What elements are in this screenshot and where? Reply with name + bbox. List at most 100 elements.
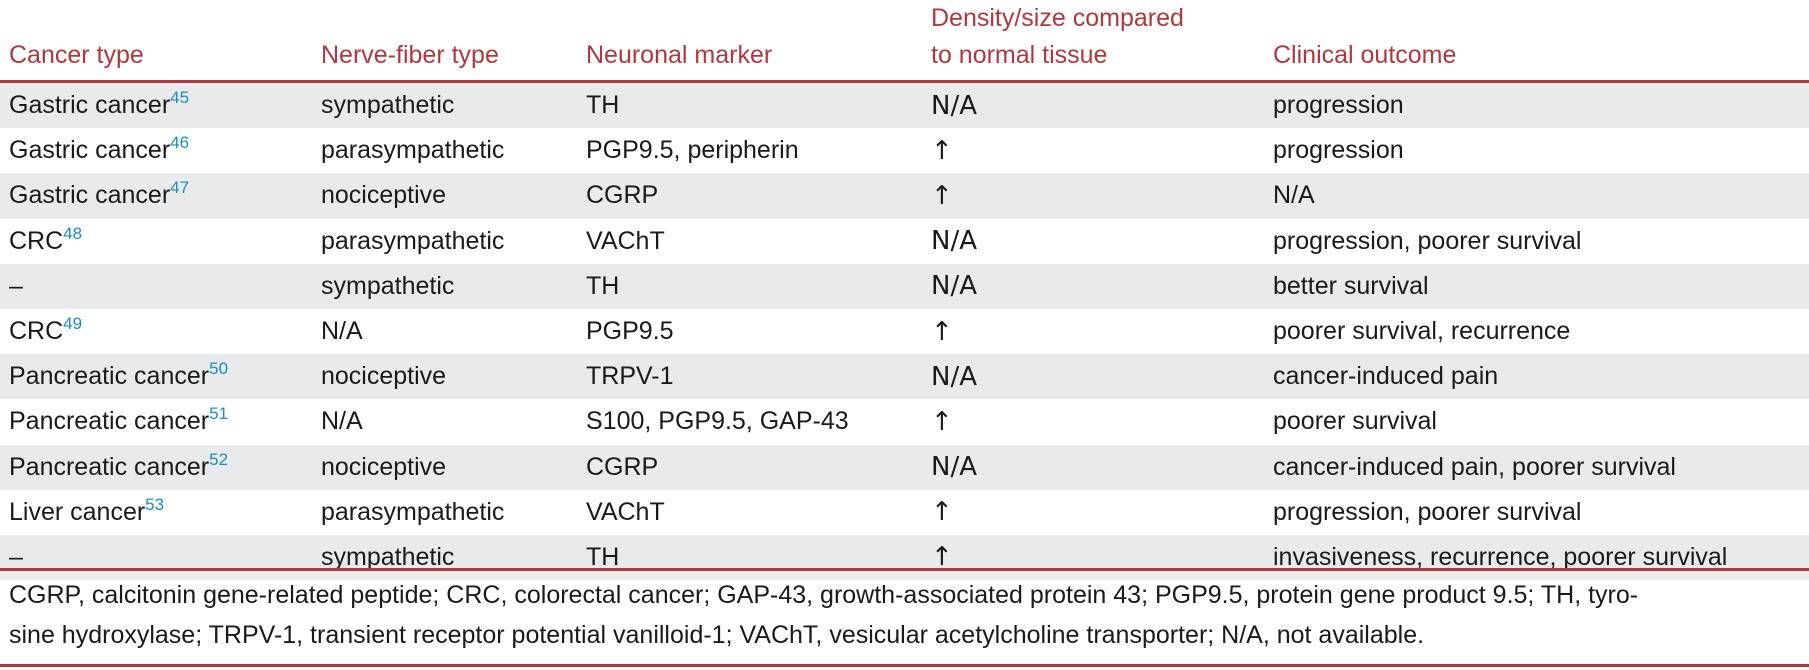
header-row: Cancer type Nerve-fiber type Neuronal ma… bbox=[0, 0, 1809, 83]
cell-cancer-type-text: Pancreatic cancer bbox=[9, 452, 210, 481]
cell-neuronal-marker: TH bbox=[577, 534, 922, 581]
cell-clinical-outcome: progression bbox=[1264, 81, 1809, 129]
cell-density-size: N/A bbox=[922, 263, 1264, 309]
cell-cancer-type-text: – bbox=[9, 542, 23, 571]
cell-cancer-type: Pancreatic cancer52 bbox=[0, 444, 312, 490]
cell-density-size-text: ↑ bbox=[931, 316, 953, 347]
cell-cancer-type: Gastric cancer45 bbox=[0, 81, 312, 129]
cell-neuronal-marker-text: VAChT bbox=[586, 226, 665, 255]
reference-link[interactable]: 47 bbox=[170, 178, 190, 198]
cell-density-size-text: N/A bbox=[931, 361, 977, 392]
cell-neuronal-marker-text: PGP9.5 bbox=[586, 317, 674, 346]
table-footnote: CGRP, calcitonin gene-related peptide; C… bbox=[0, 568, 1809, 667]
reference-link[interactable]: 51 bbox=[209, 404, 229, 424]
cell-nerve-fiber-type-text: parasympathetic bbox=[321, 497, 505, 526]
table-row: Gastric cancer46 parasympathetic PGP9.5, p… bbox=[0, 128, 1809, 174]
cell-nerve-fiber-type-text: nociceptive bbox=[321, 362, 447, 391]
header-cancer-type: Cancer type bbox=[0, 0, 312, 83]
cell-cancer-type: Liver cancer53 bbox=[0, 489, 312, 535]
cell-nerve-fiber-type-text: N/A bbox=[321, 317, 363, 346]
cell-nerve-fiber-type: sympathetic bbox=[312, 534, 577, 581]
cell-cancer-type-text: CRC bbox=[9, 226, 64, 255]
cell-cancer-type-text: Pancreatic cancer bbox=[9, 362, 210, 391]
header-clinical-outcome: Clinical outcome bbox=[1264, 0, 1809, 83]
cell-cancer-type: Pancreatic cancer50 bbox=[0, 354, 312, 400]
cell-clinical-outcome: cancer-induced pain, poorer survival bbox=[1264, 444, 1809, 490]
cell-nerve-fiber-type-text: parasympathetic bbox=[321, 136, 505, 165]
cell-neuronal-marker-text: TH bbox=[586, 91, 620, 120]
table-row: Pancreatic cancer50 nociceptive TRPV-1 N/A c… bbox=[0, 354, 1809, 400]
table-row: Gastric cancer47 nociceptive CGRP ↑ N/A bbox=[0, 173, 1809, 219]
cell-neuronal-marker: VAChT bbox=[577, 218, 922, 264]
cell-clinical-outcome-text: cancer-induced pain bbox=[1273, 362, 1499, 391]
cell-nerve-fiber-type: nociceptive bbox=[312, 173, 577, 219]
header-neuronal-marker: Neuronal marker bbox=[577, 0, 922, 83]
cell-density-size-text: N/A bbox=[931, 226, 977, 257]
cell-clinical-outcome: better survival bbox=[1264, 263, 1809, 309]
cell-nerve-fiber-type-text: N/A bbox=[321, 407, 363, 436]
cell-density-size-text: ↑ bbox=[931, 497, 953, 528]
footnote-line-2: sine hydroxylase; TRPV-1, transient rece… bbox=[9, 621, 1425, 649]
reference-link[interactable]: 53 bbox=[145, 494, 165, 514]
cell-neuronal-marker: PGP9.5, peripherin bbox=[577, 128, 922, 174]
cell-nerve-fiber-type: parasympathetic bbox=[312, 489, 577, 535]
cell-neuronal-marker: VAChT bbox=[577, 489, 922, 535]
cell-clinical-outcome-text: better survival bbox=[1273, 271, 1429, 300]
cell-clinical-outcome-text: progression, poorer survival bbox=[1273, 497, 1582, 526]
cell-cancer-type-text: CRC bbox=[9, 317, 64, 346]
cell-density-size: N/A bbox=[922, 444, 1264, 490]
cell-neuronal-marker: TRPV-1 bbox=[577, 354, 922, 400]
cell-cancer-type-text: Gastric cancer bbox=[9, 136, 171, 165]
cell-cancer-type-text: Liver cancer bbox=[9, 497, 146, 526]
table-row: Pancreatic cancer52 nociceptive CGRP N/A can… bbox=[0, 444, 1809, 490]
table-row: CRC49 N/A PGP9.5 ↑ poorer survival, recurren… bbox=[0, 308, 1809, 355]
footnote-line-1: CGRP, calcitonin gene-related peptide; C… bbox=[9, 581, 1639, 609]
cell-cancer-type-text: – bbox=[9, 271, 23, 300]
cell-clinical-outcome: progression, poorer survival bbox=[1264, 218, 1809, 264]
cell-density-size: N/A bbox=[922, 81, 1264, 129]
cell-neuronal-marker: S100, PGP9.5, GAP-43 bbox=[577, 399, 922, 445]
cell-cancer-type: Gastric cancer46 bbox=[0, 128, 312, 174]
cell-density-size-text: ↑ bbox=[931, 542, 953, 573]
cell-density-size: ↑ bbox=[922, 399, 1264, 445]
cell-density-size-text: ↑ bbox=[931, 180, 953, 211]
cell-neuronal-marker-text: S100, PGP9.5, GAP-43 bbox=[586, 407, 849, 436]
table-row: – sympathetic TH N/A better survival bbox=[0, 263, 1809, 309]
reference-link[interactable]: 46 bbox=[170, 133, 190, 153]
cell-nerve-fiber-type-text: sympathetic bbox=[321, 542, 455, 571]
table-row: – sympathetic TH ↑ invasiveness, recurrence,… bbox=[0, 534, 1809, 581]
nerve-fiber-table: Cancer type Nerve-fiber type Neuronal ma… bbox=[0, 0, 1809, 581]
reference-link[interactable]: 49 bbox=[63, 314, 83, 334]
cell-neuronal-marker: CGRP bbox=[577, 444, 922, 490]
cell-neuronal-marker-text: TRPV-1 bbox=[586, 362, 674, 391]
table-row: CRC48 parasympathetic VAChT N/A progression,… bbox=[0, 218, 1809, 264]
cell-cancer-type-text: Gastric cancer bbox=[9, 91, 171, 120]
cell-neuronal-marker: PGP9.5 bbox=[577, 308, 922, 355]
cell-nerve-fiber-type: nociceptive bbox=[312, 354, 577, 400]
cell-density-size-text: ↑ bbox=[931, 406, 953, 437]
table-row: Liver cancer53 parasympathetic VAChT ↑ progr… bbox=[0, 489, 1809, 535]
reference-link[interactable]: 45 bbox=[170, 88, 190, 108]
cell-cancer-type-text: Gastric cancer bbox=[9, 181, 171, 210]
cell-nerve-fiber-type-text: parasympathetic bbox=[321, 226, 505, 255]
cell-cancer-type-text: Pancreatic cancer bbox=[9, 407, 210, 436]
cell-neuronal-marker-text: CGRP bbox=[586, 452, 659, 481]
header-density-line1: Density/size compared bbox=[931, 4, 1184, 32]
cell-density-size-text: N/A bbox=[931, 90, 977, 121]
cell-neuronal-marker-text: VAChT bbox=[586, 497, 665, 526]
reference-link[interactable]: 50 bbox=[209, 359, 229, 379]
cell-clinical-outcome: cancer-induced pain bbox=[1264, 354, 1809, 400]
reference-link[interactable]: 52 bbox=[209, 449, 229, 469]
cell-clinical-outcome-text: N/A bbox=[1273, 181, 1315, 210]
cell-neuronal-marker: CGRP bbox=[577, 173, 922, 219]
reference-link[interactable]: 48 bbox=[63, 223, 83, 243]
cell-nerve-fiber-type-text: nociceptive bbox=[321, 181, 447, 210]
cell-clinical-outcome-text: progression bbox=[1273, 136, 1404, 165]
cell-cancer-type: – bbox=[0, 534, 312, 581]
cell-density-size: N/A bbox=[922, 354, 1264, 400]
cell-clinical-outcome: poorer survival bbox=[1264, 399, 1809, 445]
cell-clinical-outcome: N/A bbox=[1264, 173, 1809, 219]
cell-neuronal-marker: TH bbox=[577, 263, 922, 309]
cell-nerve-fiber-type-text: sympathetic bbox=[321, 91, 455, 120]
